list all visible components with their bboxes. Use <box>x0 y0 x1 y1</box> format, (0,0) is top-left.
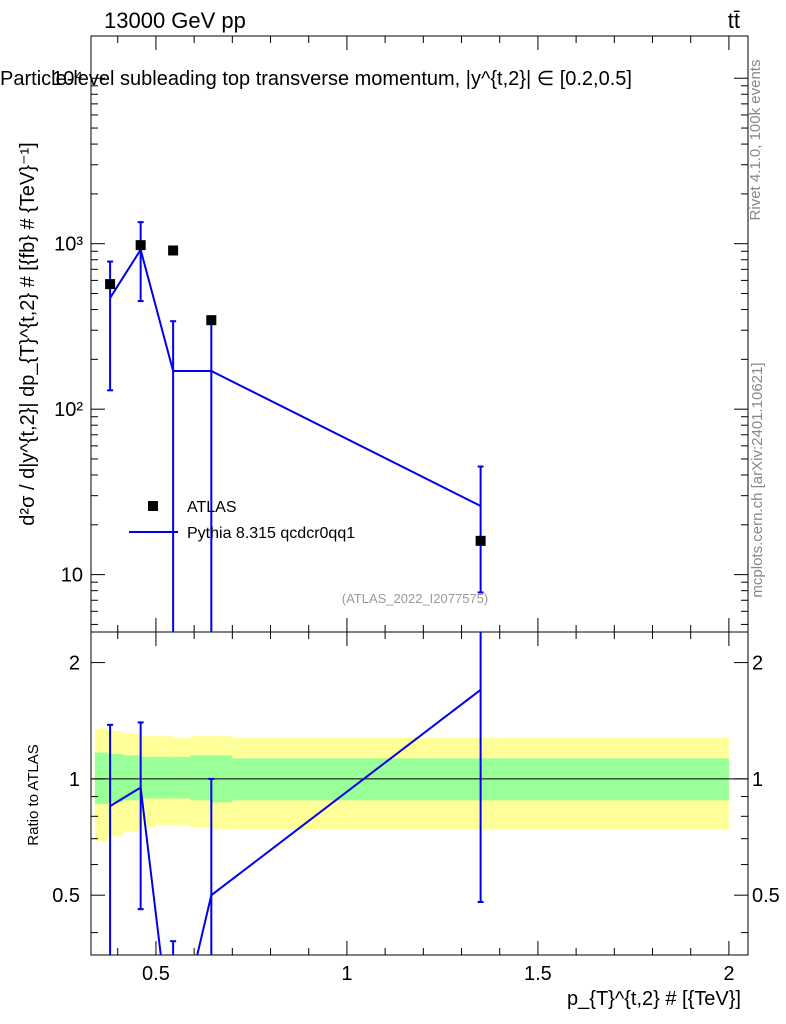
y-tick-label-ratio: 2 <box>69 653 80 675</box>
axis-ticks: 0.5 1 1.5 2 10 10² 10³ 10⁴ 0.5 0.5 1 1 2 2 <box>52 36 780 985</box>
y-axis-label-ratio: Ratio to ATLAS <box>25 744 42 845</box>
x-axis-label: p_{T}^{t,2} # [{TeV}] <box>567 988 741 1010</box>
ratio-series <box>107 632 484 955</box>
y-tick-label-main: 10² <box>54 399 83 421</box>
main-series <box>105 221 486 632</box>
y-tick-label-ratio: 1 <box>69 769 80 791</box>
atlas-point <box>206 315 217 326</box>
band-green <box>173 756 191 799</box>
x-tick-label: 0.5 <box>142 963 170 985</box>
y-tick-label-ratio-right: 1 <box>752 769 763 791</box>
legend: ATLAS Pythia 8.315 qcdcr0qq1 <box>129 499 355 542</box>
x-tick-label: 2 <box>723 963 734 985</box>
main-frame <box>90 35 749 633</box>
plot-title: Particle-level subleading top transverse… <box>0 68 632 90</box>
y-tick-label-main: 10⁴ <box>52 68 83 90</box>
process-label: tt̄ <box>728 8 740 33</box>
x-tick-label: 1.5 <box>524 963 552 985</box>
mcplots-label: mcplots.cern.ch [arXiv:2401.10621] <box>749 362 766 597</box>
y-tick-label-main: 10³ <box>54 234 83 256</box>
atlas-point <box>105 279 116 290</box>
energy-label: 13000 GeV pp <box>104 8 246 33</box>
rivet-label: Rivet 4.1.0, 100k events <box>747 60 764 221</box>
atlas-point <box>168 245 179 256</box>
band-green <box>108 753 124 803</box>
pythia-line <box>109 247 482 507</box>
band-green <box>94 752 109 805</box>
band-green <box>155 756 174 799</box>
y-tick-label-ratio-right: 2 <box>752 653 763 675</box>
y-axis-label-main: d²σ / d|y^{t,2}| dp_{T}^{t,2} # [{fb} # … <box>17 142 39 525</box>
ratio-bands <box>91 728 748 842</box>
watermark: (ATLAS_2022_I2077575) <box>342 591 488 606</box>
ratio-line <box>109 689 482 955</box>
y-tick-label-ratio: 0.5 <box>52 885 80 907</box>
band-green <box>138 756 156 799</box>
legend-atlas-marker <box>148 501 158 511</box>
y-tick-label-main: 10 <box>61 565 83 587</box>
ratio-frame <box>90 631 749 956</box>
atlas-point <box>475 535 486 546</box>
y-tick-label-ratio-right: 0.5 <box>752 885 780 907</box>
x-tick-label: 1 <box>341 963 352 985</box>
band-green <box>123 755 139 801</box>
atlas-point <box>135 240 146 251</box>
band-green <box>190 755 212 801</box>
legend-atlas-label: ATLAS <box>187 499 237 516</box>
legend-pythia-label: Pythia 8.315 qcdcr0qq1 <box>187 525 355 542</box>
